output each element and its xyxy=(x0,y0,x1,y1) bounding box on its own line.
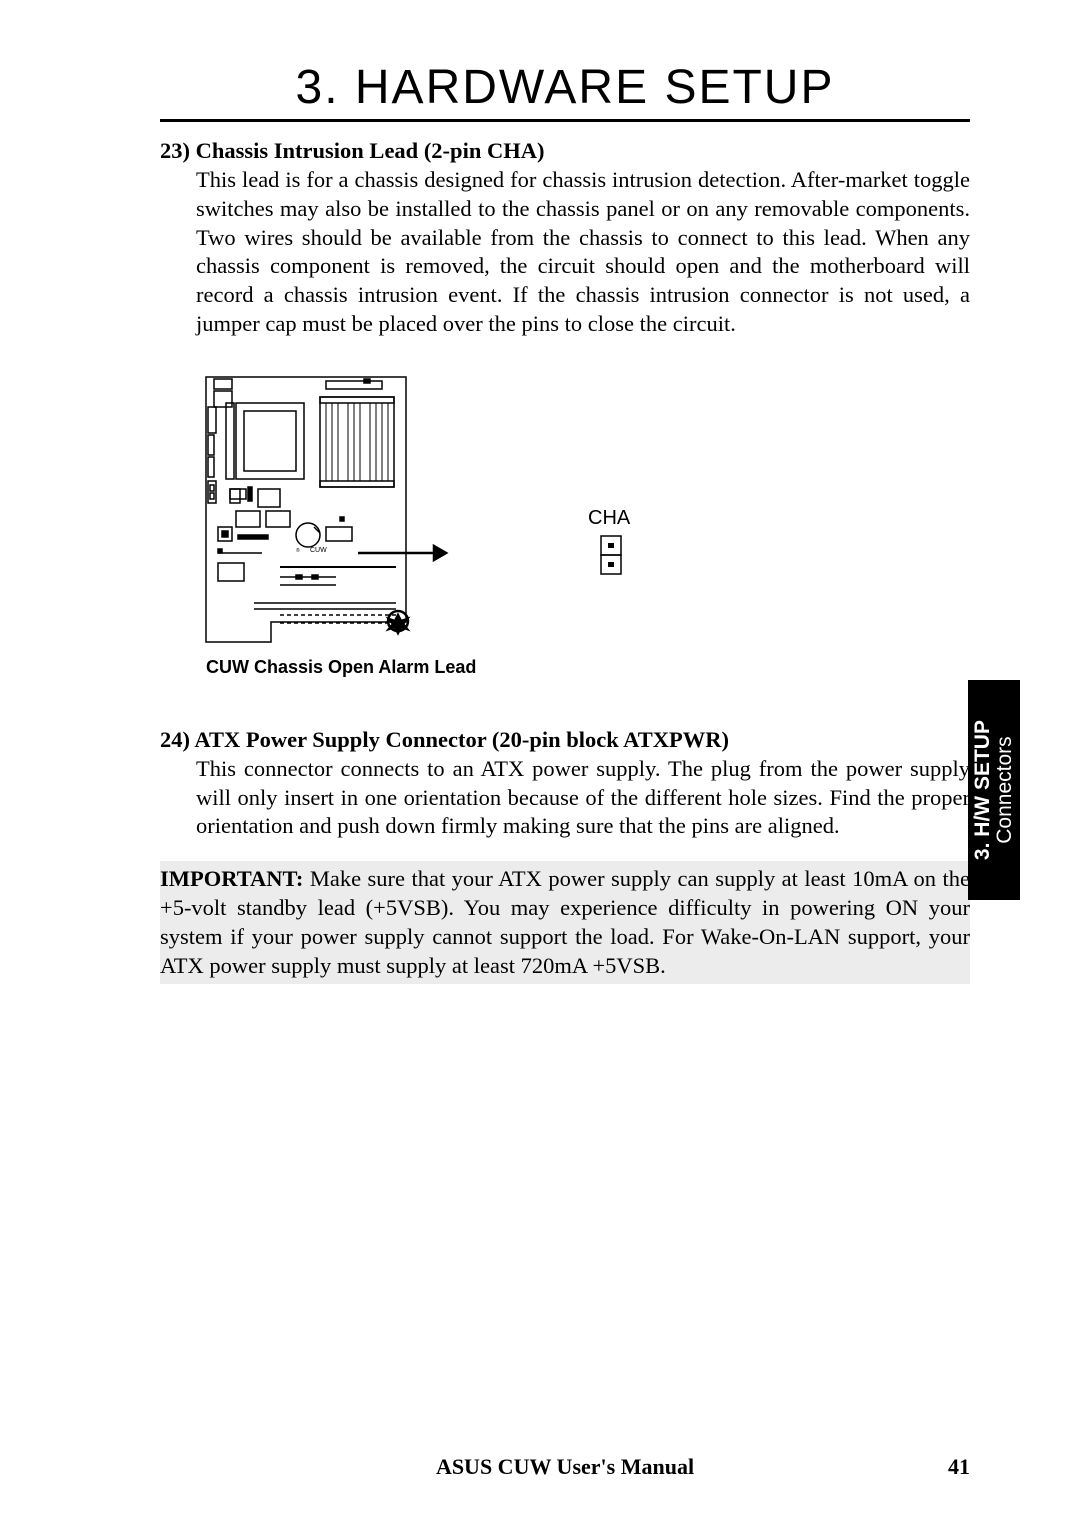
sec24-heading: 24) ATX Power Supply Connector (20-pin b… xyxy=(160,727,970,753)
important-box: IMPORTANT: Make sure that your ATX power… xyxy=(160,861,970,984)
footer: ASUS CUW User's Manual 41 xyxy=(160,1454,970,1480)
diagram-caption: CUW Chassis Open Alarm Lead xyxy=(206,657,476,678)
board-label: CUW xyxy=(310,547,327,554)
important-label: IMPORTANT: xyxy=(160,866,303,891)
footer-title: ASUS CUW User's Manual xyxy=(436,1454,694,1480)
motherboard-diagram: CUW ® xyxy=(196,367,456,647)
svg-text:®: ® xyxy=(296,547,300,554)
cha-label: CHA xyxy=(588,507,630,530)
side-tab-title: 3. H/W SETUP xyxy=(972,720,994,860)
side-tab: 3. H/W SETUP Connectors xyxy=(968,680,1020,900)
sec23-heading: 23) Chassis Intrusion Lead (2-pin CHA) xyxy=(160,138,970,164)
sec23-body: This lead is for a chassis designed for … xyxy=(196,166,970,339)
chapter-title: 3. HARDWARE SETUP xyxy=(160,60,970,122)
sec24-body: This connector connects to an ATX power … xyxy=(196,755,970,841)
page: 3. HARDWARE SETUP 23) Chassis Intrusion … xyxy=(0,0,1080,1528)
page-number: 41 xyxy=(948,1454,970,1480)
side-tab-sub: Connectors xyxy=(994,720,1016,860)
diagram-area: CUW ® CHA CUW Chassis Open Alarm Lead xyxy=(196,367,970,677)
cha-pin-icon xyxy=(600,535,622,575)
